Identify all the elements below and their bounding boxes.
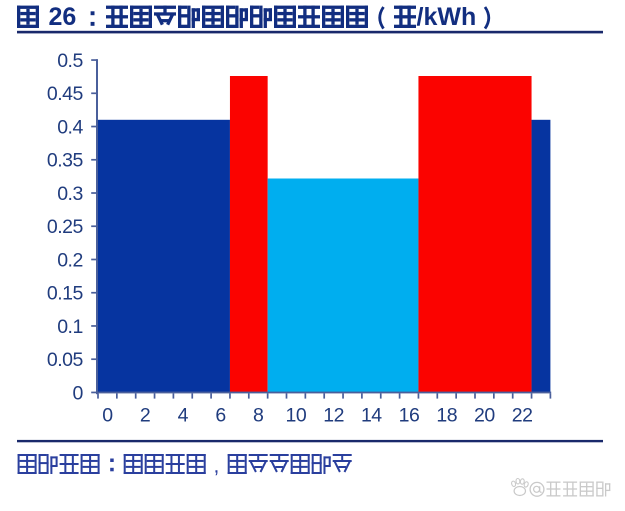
svg-text:18: 18 bbox=[436, 405, 457, 427]
svg-text:0.5: 0.5 bbox=[57, 50, 83, 72]
svg-text:4: 4 bbox=[178, 405, 189, 427]
svg-text:0.2: 0.2 bbox=[57, 249, 83, 271]
svg-text:0.4: 0.4 bbox=[57, 117, 83, 139]
svg-text:12: 12 bbox=[323, 405, 344, 427]
svg-text:26: 26 bbox=[49, 3, 77, 31]
svg-text:0.25: 0.25 bbox=[47, 216, 84, 238]
svg-text:22: 22 bbox=[512, 405, 533, 427]
svg-text:/kWh: /kWh bbox=[417, 3, 477, 31]
svg-text:0.15: 0.15 bbox=[47, 283, 84, 305]
svg-text:6: 6 bbox=[215, 405, 225, 427]
svg-text:0.05: 0.05 bbox=[47, 349, 84, 371]
svg-text:0.45: 0.45 bbox=[47, 83, 84, 105]
svg-text:14: 14 bbox=[361, 405, 382, 427]
svg-text:10: 10 bbox=[286, 405, 307, 427]
svg-text:,: , bbox=[214, 455, 220, 478]
svg-text:8: 8 bbox=[253, 405, 263, 427]
svg-text:16: 16 bbox=[399, 405, 420, 427]
svg-text:0.1: 0.1 bbox=[57, 316, 83, 338]
svg-text:0.3: 0.3 bbox=[57, 183, 83, 205]
svg-text:0.35: 0.35 bbox=[47, 150, 84, 172]
svg-text:0: 0 bbox=[72, 382, 83, 404]
svg-text:20: 20 bbox=[474, 405, 495, 427]
svg-text:0: 0 bbox=[102, 405, 113, 427]
svg-text:2: 2 bbox=[140, 405, 150, 427]
